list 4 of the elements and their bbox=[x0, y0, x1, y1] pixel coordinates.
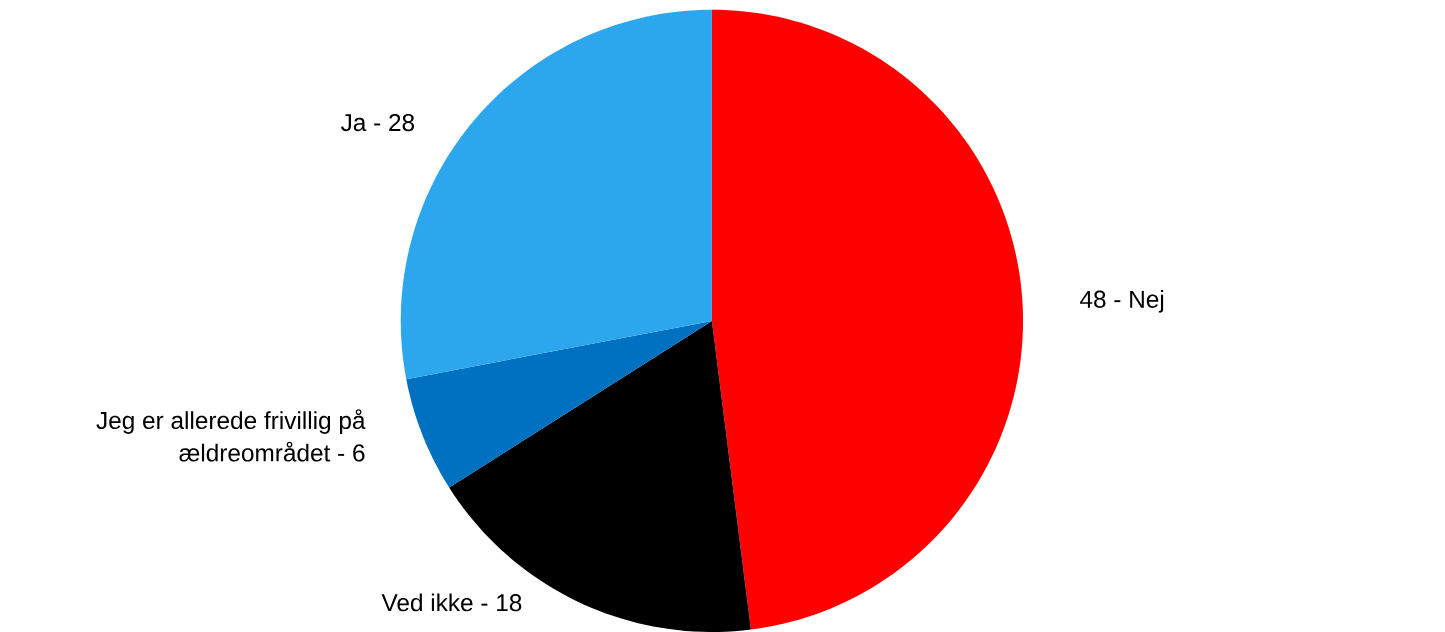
slice-label: Jeg er allerede frivillig på ældreområdet - 6 bbox=[96, 409, 366, 462]
slice-label: Ja - 28 bbox=[340, 113, 415, 132]
slice-label: 48 - Nej bbox=[1080, 289, 1164, 313]
slice-label: Ved ikke - 18 bbox=[381, 593, 522, 612]
